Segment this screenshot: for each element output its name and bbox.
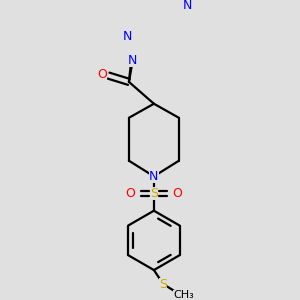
Text: N: N (123, 30, 133, 43)
Text: CH₃: CH₃ (173, 290, 194, 300)
Text: O: O (125, 187, 135, 200)
Text: S: S (159, 278, 167, 291)
Text: N: N (149, 170, 159, 183)
Text: N: N (183, 0, 192, 12)
Text: O: O (172, 187, 182, 200)
Text: O: O (98, 68, 107, 81)
Text: N: N (128, 53, 137, 67)
Text: S: S (150, 187, 158, 200)
